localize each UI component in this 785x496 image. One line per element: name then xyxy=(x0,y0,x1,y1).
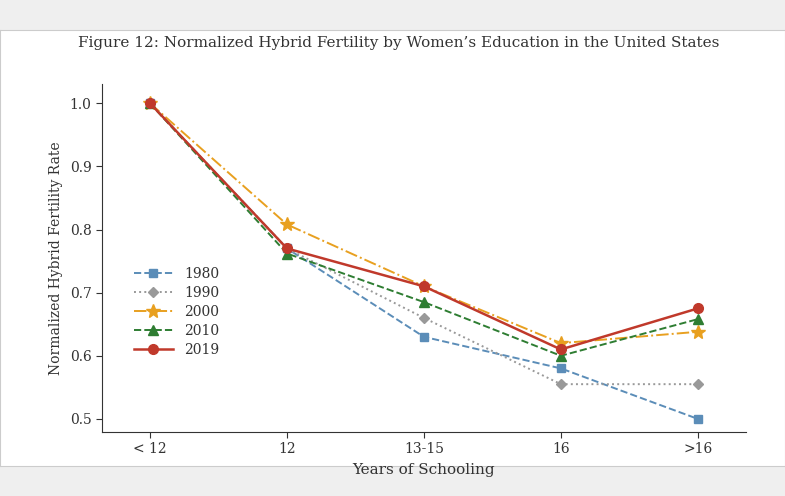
1990 xyxy=(693,381,703,387)
1990 xyxy=(419,315,429,321)
Legend: 1980, 1990, 2000, 2010, 2019: 1980, 1990, 2000, 2010, 2019 xyxy=(128,261,225,362)
1980 xyxy=(556,366,565,372)
2019 xyxy=(283,246,292,251)
2019 xyxy=(419,283,429,289)
2019 xyxy=(693,306,703,311)
1990 xyxy=(283,246,292,251)
2000 xyxy=(693,329,703,335)
Line: 1990: 1990 xyxy=(147,100,701,388)
1980 xyxy=(283,246,292,251)
1990 xyxy=(556,381,565,387)
Text: Figure 12: Normalized Hybrid Fertility by Women’s Education in the United States: Figure 12: Normalized Hybrid Fertility b… xyxy=(78,36,720,50)
2010 xyxy=(283,250,292,256)
1980 xyxy=(419,334,429,340)
Y-axis label: Normalized Hybrid Fertility Rate: Normalized Hybrid Fertility Rate xyxy=(49,141,63,375)
2000 xyxy=(556,340,565,346)
2000 xyxy=(419,283,429,289)
2010 xyxy=(419,299,429,305)
1980 xyxy=(145,100,155,106)
Line: 2000: 2000 xyxy=(143,96,705,350)
2019 xyxy=(556,347,565,353)
2019 xyxy=(145,100,155,106)
1980 xyxy=(693,416,703,422)
X-axis label: Years of Schooling: Years of Schooling xyxy=(352,463,495,477)
2010 xyxy=(693,316,703,322)
Line: 1980: 1980 xyxy=(146,99,702,423)
Line: 2010: 2010 xyxy=(145,98,703,361)
2000 xyxy=(283,222,292,228)
2010 xyxy=(145,100,155,106)
2010 xyxy=(556,353,565,359)
2000 xyxy=(145,100,155,106)
Line: 2019: 2019 xyxy=(145,98,703,354)
1990 xyxy=(145,100,155,106)
